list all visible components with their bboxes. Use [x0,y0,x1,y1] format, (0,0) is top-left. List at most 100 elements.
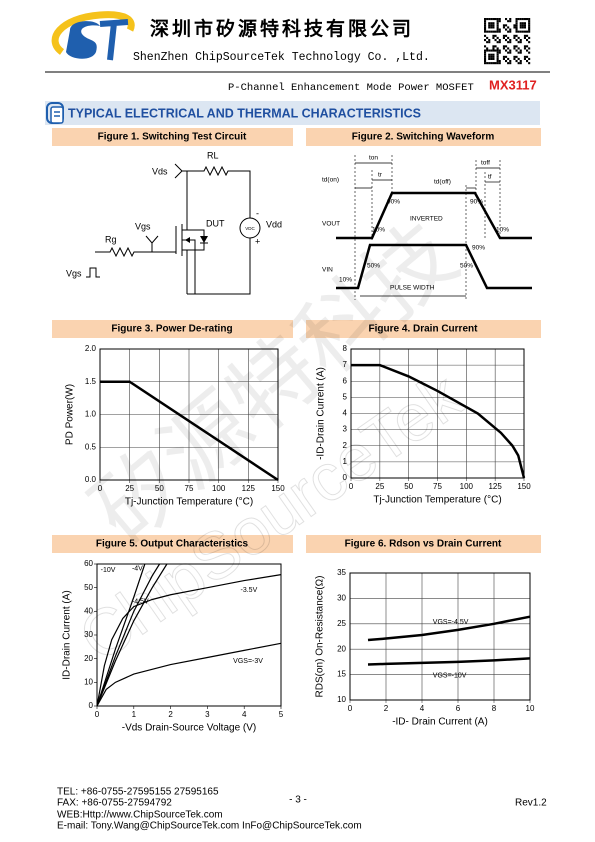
label: Vgs [135,221,151,231]
y-tick-label: 0 [89,701,94,710]
label: td(off) [434,179,451,186]
y-tick-label: 40 [84,606,93,615]
charts: 0.00.51.01.52.00 25 50 75 100 125 150Tj-Juncti… [62,344,535,734]
y-tick-label: 0 [343,473,348,482]
series-label: -10V [101,567,116,574]
series-line [96,563,161,707]
x-tick-label: 10 [526,704,535,713]
caption-bar [52,535,293,553]
label: INVERTED [410,216,443,223]
label: 90% [470,199,483,206]
x-axis-label: -Vds Drain-Source Voltage (V) [122,723,257,734]
caption-bar [52,320,293,338]
footer-web: WEB:Http://www.ChipSourceTek.com [57,810,223,821]
x-tick-label: 3 [205,710,210,719]
series-label: VGS=-4.5V [433,619,469,626]
y-tick-label: 10 [337,695,346,704]
y-tick-label: 50 [84,583,93,592]
x-tick-label: 0 [349,482,354,491]
y-tick-label: 20 [337,644,346,653]
figure-caption: Figure 4. Drain Current [369,324,479,335]
plot-frame [349,572,531,701]
x-tick-label: 75 [185,484,194,493]
y-tick-label: 6 [343,376,348,385]
label: tf [488,174,492,181]
label: tr [378,172,383,179]
series-line [96,563,146,707]
x-tick-label: 100 [212,484,226,493]
section-title: TYPICAL ELECTRICAL AND THERMAL CHARACTER… [68,106,421,120]
series-line [351,363,526,479]
x-tick-label: 150 [517,482,531,491]
x-tick-label: 4 [242,710,247,719]
company-en: ShenZhen ChipSourceTek Technology Co. ,L… [133,51,430,64]
x-tick-label: 0 [348,704,353,713]
y-tick-label: 60 [84,559,93,568]
x-tick-label: 125 [488,482,502,491]
y-axis-label: RDS(on) On-Resistance(Ω) [315,576,326,698]
series-label: -3.5V [241,587,258,594]
x-axis-label: Tj-Junction Temperature (°C) [125,497,253,508]
y-tick-label: 8 [343,344,348,353]
y-tick-label: 0.5 [85,442,97,451]
logo [51,11,135,61]
series-label: -4.5V [132,599,149,606]
caption-bar [306,535,541,553]
x-tick-label: 25 [375,482,384,491]
y-tick-label: 35 [337,568,346,577]
x-tick-label: 100 [460,482,474,491]
company-cn: 深圳市矽源特科技有限公司 [150,17,414,40]
qr-code [484,18,531,65]
footer-email: E-mail: Tony.Wang@ChipSourceTek.com InFo… [57,821,362,832]
y-tick-label: 4 [343,409,348,418]
series-label: VGS=-3V [233,658,263,665]
footer-tel: TEL: +86-0755-27595155 27595165 [57,787,219,798]
y-tick-label: 1.0 [85,410,97,419]
y-tick-label: 7 [343,360,348,369]
label: 90% [387,199,400,206]
y-tick-label: 10 [84,677,93,686]
y-tick-label: 2.0 [85,344,97,353]
label: VOUT [322,221,340,228]
y-axis-label: -ID-Drain Current (A) [316,367,327,460]
y-axis-label: ID-Drain Current (A) [62,590,73,679]
revision: Rev1.2 [515,798,547,809]
x-tick-label: 5 [279,710,284,719]
series-line [96,563,168,707]
y-tick-label: 1.5 [85,377,97,386]
figure-caption: Figure 5. Output Characteristics [96,539,249,550]
page-number: - 3 - [289,795,307,806]
x-axis-label: -ID- Drain Current (A) [392,717,488,728]
x-tick-label: 25 [125,484,134,493]
caption-bar [306,320,541,338]
x-tick-label: 6 [456,704,461,713]
plot-frame [96,563,282,707]
label: 10% [496,227,509,234]
label: 10% [372,227,385,234]
y-tick-label: 2 [343,441,348,450]
series-line [367,657,531,666]
section-icon [46,102,64,124]
x-tick-label: 1 [132,710,137,719]
series-label: -4V [132,566,143,573]
label: 10% [339,277,352,284]
plot-frame [99,348,279,481]
label: Vdd [266,219,282,229]
x-tick-label: 0 [95,710,100,719]
series-line [100,380,279,482]
label: td(on) [322,177,339,184]
x-tick-label: 4 [420,704,425,713]
x-tick-label: 125 [242,484,256,493]
series-line [96,574,282,707]
label: 50% [367,263,380,270]
plot-frame [350,348,525,479]
y-tick-label: 3 [343,425,348,434]
part-number: MX3117 [489,77,537,92]
y-tick-label: 20 [84,654,93,663]
figure-caption: Figure 3. Power De-rating [111,324,232,335]
x-tick-label: 75 [433,482,442,491]
x-tick-label: 50 [404,482,413,491]
label: RL [207,150,219,160]
label: ton [369,155,378,162]
waveform: ton tr td(on) td(off) toff tf VOUT VIN I… [322,155,532,300]
